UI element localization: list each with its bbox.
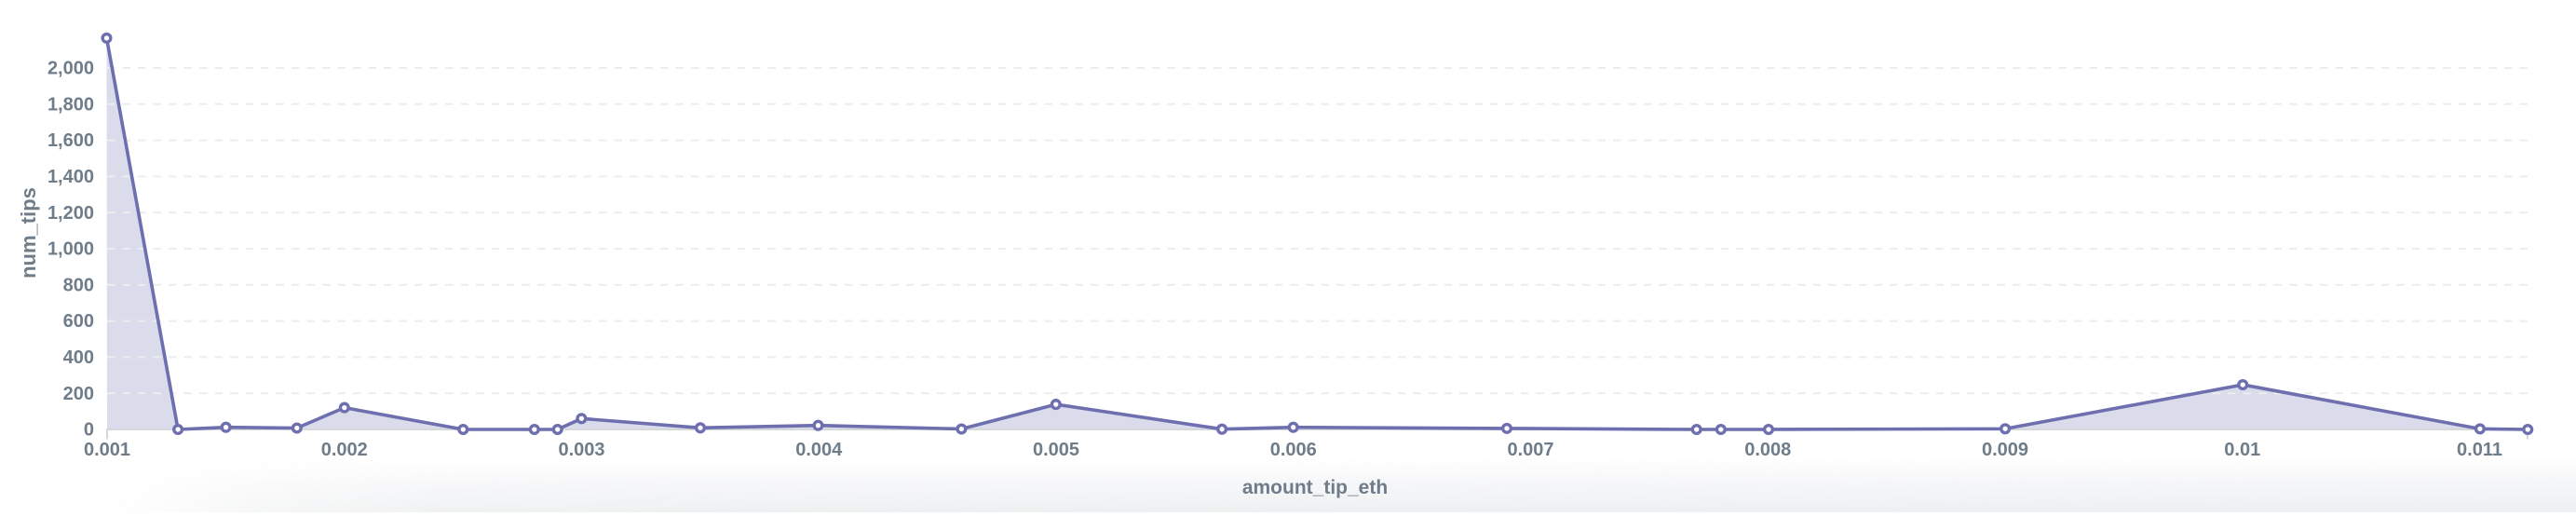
svg-text:1,000: 1,000: [47, 239, 94, 260]
svg-text:0.003: 0.003: [558, 440, 604, 460]
svg-text:200: 200: [63, 384, 94, 404]
svg-text:0.005: 0.005: [1033, 440, 1079, 460]
svg-text:800: 800: [63, 275, 94, 295]
svg-text:0.009: 0.009: [1982, 440, 2028, 460]
svg-text:600: 600: [63, 311, 94, 332]
svg-text:1,800: 1,800: [47, 94, 94, 115]
svg-text:400: 400: [63, 347, 94, 368]
svg-text:0.008: 0.008: [1744, 440, 1791, 460]
svg-text:0.011: 0.011: [2457, 440, 2502, 460]
svg-text:0: 0: [84, 420, 94, 441]
svg-text:num_tips: num_tips: [17, 187, 40, 279]
svg-text:0.007: 0.007: [1507, 440, 1553, 460]
svg-text:1,400: 1,400: [47, 167, 94, 187]
svg-text:0.001: 0.001: [84, 440, 130, 460]
svg-text:0.004: 0.004: [795, 440, 843, 460]
svg-text:0.01: 0.01: [2224, 440, 2260, 460]
svg-text:0.002: 0.002: [321, 440, 368, 460]
svg-text:1,600: 1,600: [47, 130, 94, 151]
svg-text:amount_tip_eth: amount_tip_eth: [1242, 477, 1388, 498]
svg-text:2,000: 2,000: [47, 59, 94, 79]
svg-text:0.006: 0.006: [1270, 440, 1317, 460]
svg-text:1,200: 1,200: [47, 203, 94, 224]
